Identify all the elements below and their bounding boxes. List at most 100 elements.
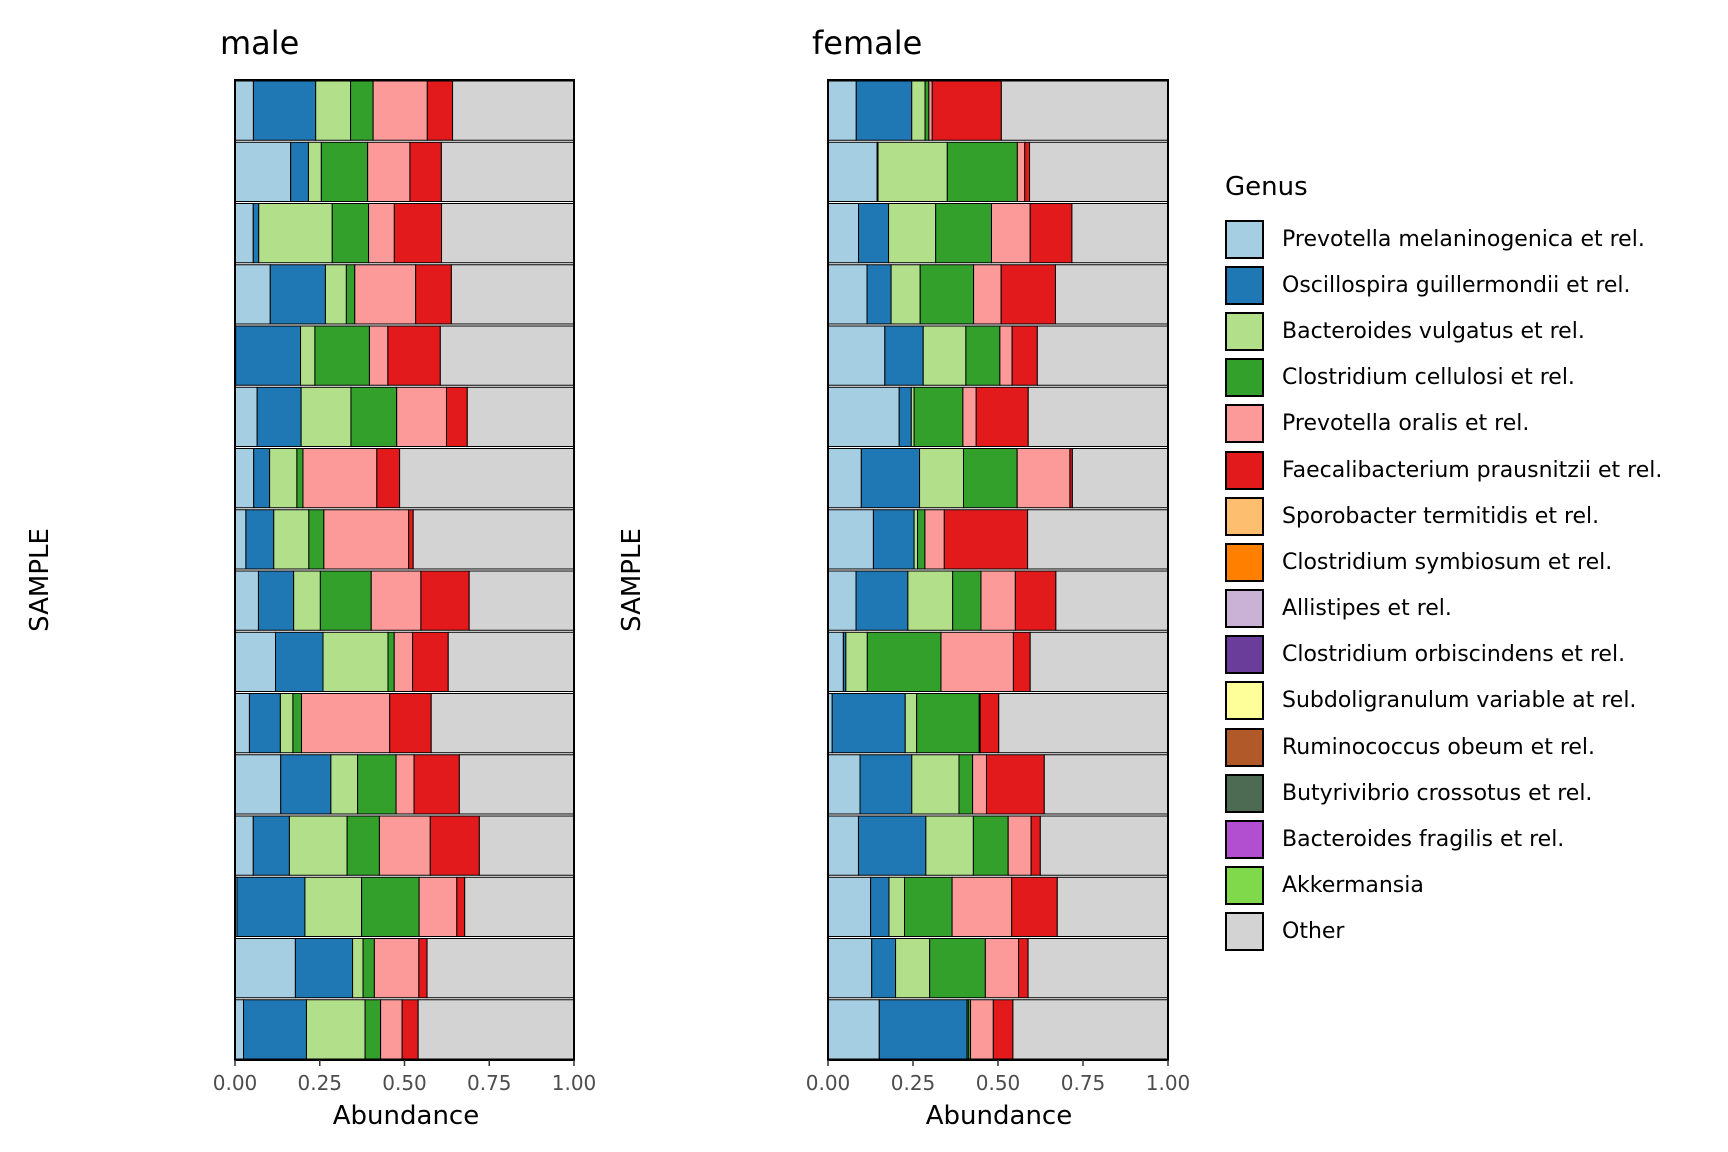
- panel-title-female: female: [812, 24, 922, 62]
- bar-segment: [234, 509, 247, 570]
- bar-segment: [458, 754, 575, 815]
- bar-segment: [980, 570, 1016, 631]
- bar-segment: [389, 693, 432, 754]
- legend-label: Faecalibacterium prausnitzii et rel.: [1282, 457, 1663, 483]
- bar-segment: [252, 203, 260, 264]
- bar-segment: [252, 80, 317, 141]
- bar-segment: [877, 141, 948, 202]
- bar-segment: [257, 570, 295, 631]
- x-axis-title-male: Abundance: [333, 1101, 479, 1131]
- bar-segment: [1012, 999, 1169, 1060]
- bar-segment: [234, 386, 258, 447]
- bar-segment: [1039, 815, 1169, 876]
- bar-segment: [979, 693, 1000, 754]
- bar-segment: [387, 325, 441, 386]
- bar-segment: [1000, 264, 1056, 325]
- bar-segment: [373, 938, 420, 999]
- bar-segment: [827, 141, 878, 202]
- x-tick-label: 0.50: [382, 1071, 427, 1095]
- bar-segment: [350, 80, 374, 141]
- bar-segment: [962, 386, 977, 447]
- legend-item: Bacteroides vulgatus et rel.: [1225, 308, 1662, 354]
- bar-segment: [301, 693, 391, 754]
- bar-segment: [368, 325, 389, 386]
- bar-segment: [827, 448, 862, 509]
- bar-segment: [376, 448, 401, 509]
- bar-segment: [916, 693, 980, 754]
- bar-segment: [275, 631, 324, 692]
- legend-swatch: [1225, 219, 1264, 259]
- bar-segment: [308, 509, 325, 570]
- bar-segment: [935, 203, 992, 264]
- bar-segment: [430, 693, 575, 754]
- legend-label: Akkermansia: [1282, 873, 1424, 899]
- bar-segment: [408, 509, 414, 570]
- bar-segment: [307, 141, 322, 202]
- legend: Genus Prevotella melaninogenica et rel. O…: [1225, 172, 1662, 955]
- bar-segment: [999, 325, 1013, 386]
- bar-segment: [258, 203, 333, 264]
- legend-item: Subdoligranulum variable at rel.: [1225, 678, 1662, 724]
- bar-segment: [888, 876, 905, 937]
- bar-segment: [827, 815, 859, 876]
- bar-segment: [234, 264, 271, 325]
- bar-segment: [464, 876, 575, 937]
- bar-segment: [322, 631, 389, 692]
- x-tick-label: 0.50: [976, 1071, 1021, 1095]
- legend-label: Subdoligranulum variable at rel.: [1282, 688, 1637, 714]
- bar-segment: [361, 876, 420, 937]
- bar-segment: [256, 386, 302, 447]
- bar-segment: [409, 141, 442, 202]
- bar-segment: [984, 938, 1020, 999]
- bar-segment: [878, 999, 968, 1060]
- bar-segment: [439, 325, 575, 386]
- legend-item: Sporobacter termitidis et rel.: [1225, 493, 1662, 539]
- bar-segment: [345, 264, 356, 325]
- bar-segment: [234, 448, 255, 509]
- bar-segment: [898, 386, 912, 447]
- bar-segment: [468, 570, 575, 631]
- bar-segment: [958, 754, 974, 815]
- bar-segment: [990, 203, 1031, 264]
- x-tick-label: 0.75: [1061, 1071, 1106, 1095]
- bar-segment: [985, 754, 1045, 815]
- legend-swatch: [1225, 589, 1264, 629]
- bar-segment: [234, 693, 250, 754]
- legend-item: Clostridium orbiscindens et rel.: [1225, 632, 1662, 678]
- bar-segment: [911, 80, 926, 141]
- bar-segment: [919, 264, 975, 325]
- bar-segment: [368, 203, 395, 264]
- bar-segment: [447, 631, 575, 692]
- bar-segment: [998, 693, 1169, 754]
- legend-item: Clostridium symbiosum et rel.: [1225, 539, 1662, 585]
- bar-segment: [1011, 876, 1058, 937]
- bar-segment: [362, 938, 375, 999]
- legend-swatch: [1225, 311, 1264, 351]
- bar-segment: [478, 815, 575, 876]
- legend-swatch: [1225, 681, 1264, 721]
- bar-segment: [395, 754, 415, 815]
- bar-segment: [234, 999, 245, 1060]
- bar-segment: [1014, 570, 1057, 631]
- bar-segment: [417, 999, 575, 1060]
- bar-segment: [890, 264, 921, 325]
- bar-segment: [1029, 631, 1169, 692]
- legend-item: Oscillospira guillermondii et rel.: [1225, 262, 1662, 308]
- bar-segment: [962, 448, 1018, 509]
- bar-segment: [234, 570, 259, 631]
- bar-segment: [827, 631, 844, 692]
- legend-swatch: [1225, 820, 1264, 860]
- legend-label: Allistipes et rel.: [1282, 596, 1452, 622]
- bar-segment: [393, 631, 414, 692]
- bar-segment: [235, 325, 302, 386]
- bar-segment: [855, 80, 913, 141]
- bar-segment: [827, 386, 900, 447]
- bar-segment: [330, 754, 359, 815]
- bar-segment: [845, 631, 868, 692]
- bar-segment: [372, 80, 428, 141]
- bar-segment: [323, 509, 410, 570]
- legend-swatch: [1225, 912, 1264, 952]
- legend-item: Faecalibacterium prausnitzii et rel.: [1225, 447, 1662, 493]
- y-axis-title-female: SAMPLE: [617, 528, 647, 632]
